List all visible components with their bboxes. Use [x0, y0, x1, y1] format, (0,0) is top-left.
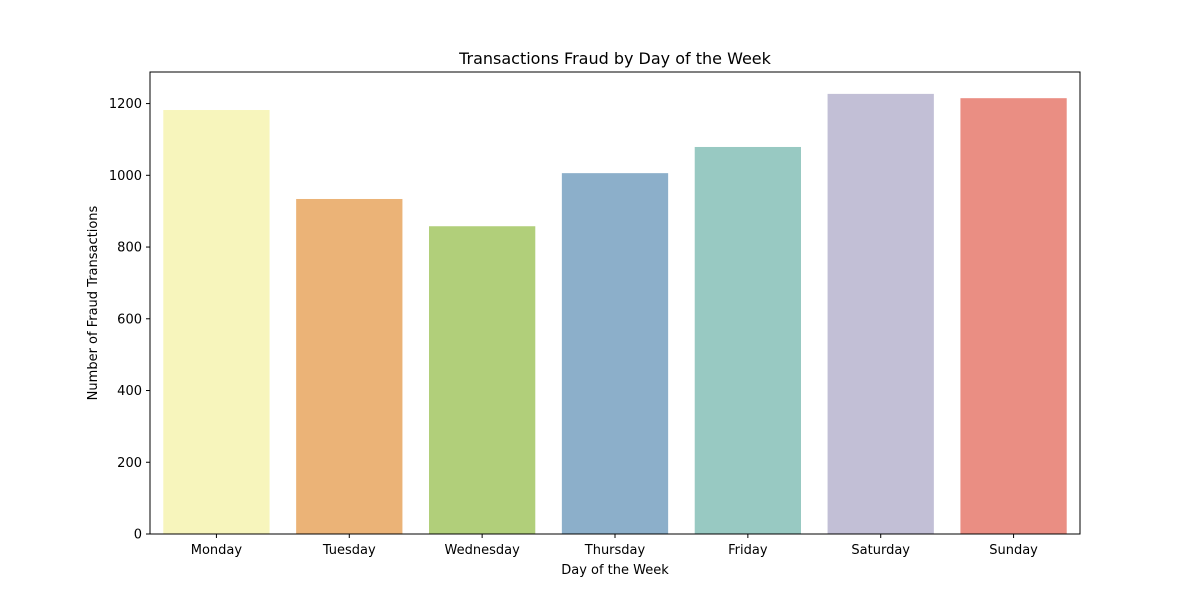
y-tick-label: 200	[117, 456, 142, 471]
chart-title: Transactions Fraud by Day of the Week	[458, 49, 772, 68]
x-tick-label-thursday: Thursday	[584, 543, 646, 558]
y-tick-label: 1000	[109, 169, 142, 184]
bar-sunday	[960, 98, 1067, 534]
x-tick-label-tuesday: Tuesday	[322, 543, 376, 558]
y-axis-label: Number of Fraud Transactions	[86, 205, 101, 400]
bar-wednesday	[429, 226, 536, 534]
x-tick-label-monday: Monday	[191, 543, 243, 558]
y-tick-label: 0	[134, 528, 142, 543]
x-tick-label-saturday: Saturday	[851, 543, 910, 558]
plot-frame	[149, 71, 1081, 535]
y-axis: 0 200 400 600 800 1000 1200	[109, 97, 150, 543]
x-tick-label-friday: Friday	[728, 543, 768, 558]
bar-thursday	[561, 173, 669, 535]
bar-monday	[163, 110, 270, 535]
bar-friday	[694, 146, 801, 534]
y-tick-label: 600	[117, 312, 142, 327]
y-tick-label: 1200	[109, 97, 142, 112]
x-axis: Monday Tuesday Wednesday Thursday Friday Satu…	[191, 534, 1038, 558]
y-tick-label: 400	[117, 384, 142, 399]
bar-saturday	[827, 93, 934, 534]
x-axis-label: Day of the Week	[561, 563, 669, 578]
bar-tuesday	[296, 198, 403, 534]
bars-group	[163, 93, 1067, 535]
x-tick-label-sunday: Sunday	[989, 543, 1038, 558]
x-tick-label-wednesday: Wednesday	[445, 543, 521, 558]
y-tick-label: 800	[117, 241, 142, 256]
